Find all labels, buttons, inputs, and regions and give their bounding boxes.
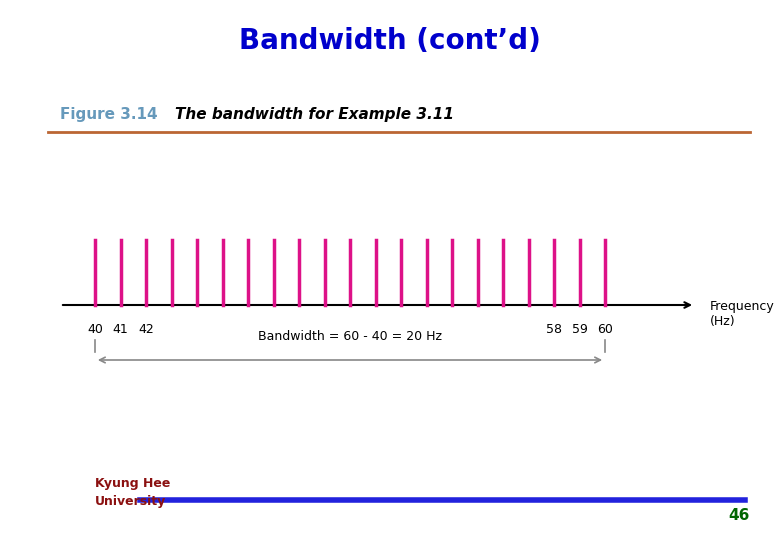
Text: 40: 40 [87,323,103,336]
Text: Frequency: Frequency [710,300,775,313]
Text: Bandwidth = 60 - 40 = 20 Hz: Bandwidth = 60 - 40 = 20 Hz [258,330,442,343]
Text: Kyung Hee
University: Kyung Hee University [95,476,170,508]
Text: (Hz): (Hz) [710,315,736,328]
Text: 60: 60 [597,323,613,336]
Text: 58: 58 [546,323,562,336]
Text: Bandwidth (cont’d): Bandwidth (cont’d) [239,26,541,55]
Text: 46: 46 [729,508,750,523]
Text: 41: 41 [112,323,129,336]
Text: Figure 3.14: Figure 3.14 [60,107,158,123]
Text: 59: 59 [572,323,587,336]
Text: The bandwidth for Example 3.11: The bandwidth for Example 3.11 [175,107,454,123]
Text: 42: 42 [138,323,154,336]
